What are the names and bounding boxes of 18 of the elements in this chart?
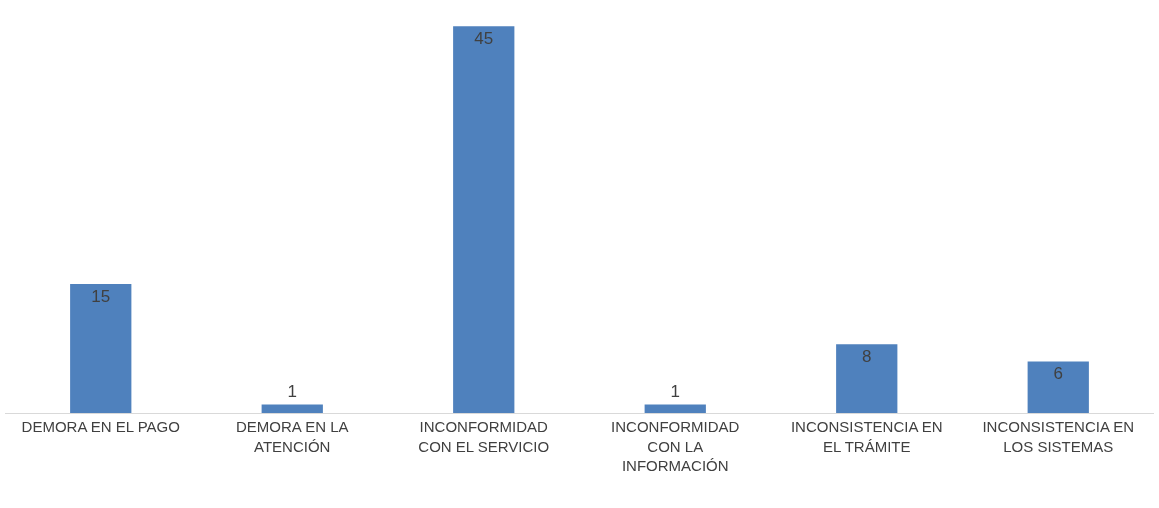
x-tick-label: INCONSISTENCIA EN EL TRÁMITE — [790, 418, 943, 455]
x-tick-label: INCONSISTENCIA EN LOS SISTEMAS — [982, 418, 1135, 455]
x-tick-label: DEMORA EN LA ATENCIÓN — [235, 418, 349, 455]
bar — [261, 404, 323, 413]
x-tick-label: INCONFORMIDAD CON EL SERVICIO — [418, 418, 550, 455]
x-tick-label: INCONFORMIDAD CON LA INFORMACIÓN — [611, 418, 740, 474]
data-label: 8 — [862, 347, 872, 367]
x-tick-label: DEMORA EN EL PAGO — [21, 418, 180, 435]
bar — [836, 344, 898, 413]
data-label: 6 — [1053, 364, 1063, 384]
data-label: 1 — [670, 382, 680, 402]
bar — [1027, 361, 1089, 413]
bar — [70, 284, 132, 413]
bar — [644, 404, 706, 413]
bar — [453, 26, 515, 413]
data-label: 15 — [91, 287, 111, 307]
data-label: 45 — [474, 29, 494, 49]
data-label: 1 — [287, 382, 297, 402]
